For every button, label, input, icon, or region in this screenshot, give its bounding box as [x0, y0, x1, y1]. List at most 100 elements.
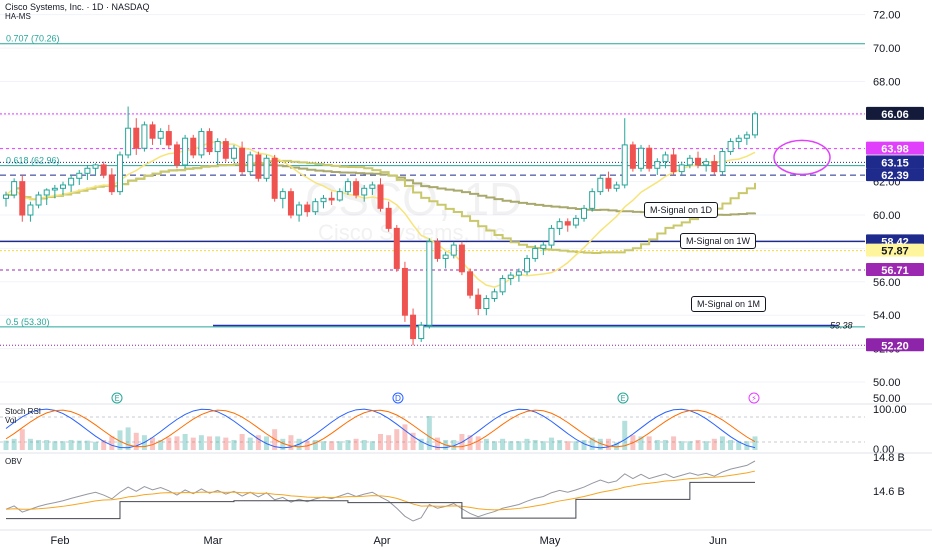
- volume-bar: [703, 441, 709, 450]
- volume-bar: [687, 441, 693, 450]
- price-tag: 52.20: [881, 340, 909, 352]
- volume-bar: [84, 440, 90, 450]
- candle-body: [589, 191, 596, 209]
- volume-bar: [288, 435, 294, 450]
- candle-body: [157, 131, 164, 139]
- volume-bar: [434, 437, 440, 450]
- volume-bar: [117, 430, 123, 450]
- price-tag-bg: [866, 106, 924, 120]
- price-tag-bg: [866, 338, 924, 352]
- volume-bar: [752, 436, 758, 450]
- stoch-rsi-label[interactable]: Stoch RSI: [5, 407, 42, 416]
- stoch-axis-top: 50.00: [873, 393, 901, 405]
- event-marker-bg: [111, 392, 123, 404]
- event-marker: E: [114, 394, 119, 403]
- candle-body: [287, 191, 294, 216]
- event-marker-bg: [748, 392, 760, 404]
- candle-body: [222, 141, 229, 159]
- y-tick-label: 72.00: [873, 10, 901, 22]
- volume-bar: [581, 440, 587, 450]
- x-tick-label: Jun: [709, 535, 727, 547]
- candle-body: [629, 144, 636, 169]
- callout-m-signal-1m: M-Signal on 1M: [691, 296, 767, 312]
- volume-bar: [44, 440, 50, 450]
- candle-body: [182, 137, 189, 166]
- x-tick-label: Apr: [373, 535, 390, 547]
- candle-body: [35, 194, 42, 206]
- candle-body: [125, 127, 132, 156]
- volume-bar: [207, 436, 213, 450]
- obv-tick: 14.6 B: [873, 486, 905, 498]
- volume-bar: [565, 441, 571, 450]
- volume-bar: [719, 436, 725, 450]
- candle-body: [369, 184, 376, 189]
- candle-body: [27, 204, 34, 216]
- volume-bar: [329, 441, 335, 450]
- volume-bar: [402, 424, 408, 450]
- volume-bar: [3, 440, 9, 450]
- volume-bar: [532, 440, 538, 450]
- candle-body: [304, 204, 311, 213]
- candle-body: [605, 177, 612, 189]
- candle-body: [263, 157, 270, 179]
- volume-bar: [101, 440, 107, 450]
- candle-body: [524, 257, 531, 273]
- obv-signal-line: [5, 470, 756, 511]
- volume-bar: [386, 435, 392, 450]
- price-tag-bg: [866, 168, 924, 182]
- candle-body: [165, 131, 172, 146]
- candle-body: [475, 294, 482, 310]
- candle-body: [727, 141, 734, 153]
- candle-body: [190, 137, 197, 156]
- candle-body: [483, 298, 490, 310]
- price-tag-bg: [866, 155, 924, 169]
- volume-bar: [483, 438, 489, 450]
- volume-bar: [125, 427, 131, 450]
- volume-bar: [662, 440, 668, 450]
- candle-body: [426, 241, 433, 326]
- event-marker: ⚡: [751, 394, 757, 403]
- candle-body: [467, 271, 474, 296]
- candle-body: [735, 137, 742, 143]
- obv-label[interactable]: OBV: [5, 457, 22, 466]
- volume-bar: [654, 440, 660, 450]
- candle-body: [100, 164, 107, 176]
- candle-body: [198, 131, 205, 156]
- y-tick-label: 56.00: [873, 277, 901, 289]
- candle-body: [68, 177, 75, 186]
- volume-bar: [247, 437, 253, 450]
- candle-body: [149, 124, 156, 139]
- candle-body: [141, 124, 148, 149]
- price-tag-bg: [866, 262, 924, 276]
- candle-body: [695, 157, 702, 166]
- stoch-tick: 100.00: [873, 404, 907, 416]
- candle-body: [686, 157, 693, 166]
- symbol-line[interactable]: Cisco Systems, Inc. · 1D · NASDAQ: [5, 2, 150, 12]
- callout-m-signal-1w: M-Signal on 1W: [680, 233, 757, 249]
- fib-label: 0.707 (70.26): [6, 34, 60, 44]
- volume-bar: [679, 441, 685, 450]
- candle-body: [613, 184, 620, 189]
- volume-bar: [728, 440, 734, 450]
- candle-body: [581, 207, 588, 219]
- event-marker: D: [395, 394, 401, 403]
- candle-body: [434, 241, 441, 259]
- candle-body: [532, 247, 539, 259]
- volume-bar: [166, 437, 172, 450]
- candle-body: [719, 151, 726, 173]
- vol-label[interactable]: Vol: [5, 416, 17, 425]
- candle-body: [621, 144, 628, 186]
- candle-body: [450, 244, 457, 256]
- indicator-name[interactable]: HA-MS: [5, 12, 31, 21]
- candle-body: [572, 217, 579, 226]
- volume-bar: [410, 432, 416, 450]
- candle-body: [556, 221, 563, 229]
- candle-body: [43, 189, 50, 196]
- fib-label: 0.5 (53.30): [6, 317, 50, 327]
- volume-bar: [150, 437, 156, 450]
- volume-bar: [695, 440, 701, 450]
- candle-body: [548, 227, 555, 246]
- y-tick-label: 54.00: [873, 310, 901, 322]
- volume-bar: [638, 436, 644, 450]
